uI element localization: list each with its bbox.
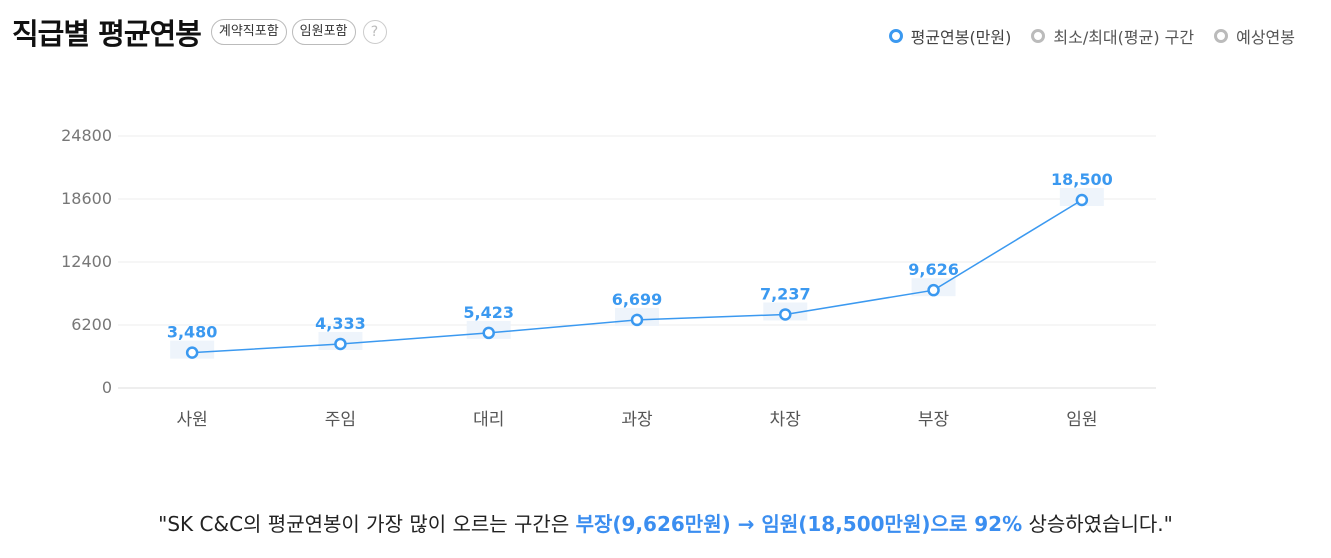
help-icon[interactable]: ? <box>362 20 387 44</box>
x-tick-label: 부장 <box>918 410 950 430</box>
data-label: 9,626 <box>908 260 959 279</box>
data-point <box>1075 193 1089 207</box>
legend-range-label: 최소/최대(평균) 구간 <box>1053 28 1195 47</box>
data-point <box>185 346 199 359</box>
y-tick-label: 6200 <box>71 315 112 334</box>
summary-suffix: 상승하였습니다." <box>1022 512 1173 536</box>
x-tick-label: 차장 <box>770 410 802 430</box>
x-tick-label: 임원 <box>1066 410 1097 430</box>
x-tick-label: 주임 <box>325 410 356 430</box>
y-tick-label: 12400 <box>61 252 112 271</box>
include-contract-toggle[interactable]: 계약직포함 <box>210 19 287 45</box>
legend-item-range[interactable]: 최소/최대(평균) 구간 <box>1031 24 1194 48</box>
data-point <box>334 337 347 351</box>
x-tick-label: 과장 <box>621 410 653 430</box>
legend-item-expected[interactable]: 예상연봉 <box>1214 24 1295 48</box>
summary-highlight: 부장(9,626만원) → 임원(18,500만원)으로 92% <box>575 512 1023 536</box>
data-point <box>927 283 940 297</box>
data-label: 7,237 <box>760 284 811 303</box>
x-tick-label: 대리 <box>473 410 504 430</box>
data-label: 3,480 <box>167 323 218 342</box>
data-label: 4,333 <box>315 314 366 333</box>
data-point <box>630 313 644 327</box>
legend-range-marker-icon <box>1031 29 1046 43</box>
legend-average-label: 평균연봉(만원) <box>910 28 1012 47</box>
y-tick-label: 18600 <box>61 189 112 208</box>
summary-prefix: "SK C&C의 평균연봉이 가장 많이 오르는 구간은 <box>158 512 576 536</box>
legend-expected-label: 예상연봉 <box>1236 28 1295 47</box>
y-tick-label: 24800 <box>61 126 112 145</box>
page-title: 직급별 평균연봉 <box>12 17 202 51</box>
legend-expected-marker-icon <box>1214 29 1229 43</box>
chart-legend: 평균연봉(만원) 최소/최대(평균) 구간 예상연봉 <box>869 24 1295 48</box>
legend-item-average[interactable]: 평균연봉(만원) <box>888 24 1012 48</box>
salary-line-chart: 0 6200 12400 18600 24800 사원 주임 대리 과장 차장 부장 임원 3,480 4… <box>61 126 1156 430</box>
data-label: 5,423 <box>463 303 514 322</box>
data-label: 18,500 <box>1051 170 1113 189</box>
data-label: 6,699 <box>612 290 663 309</box>
y-tick-label: 0 <box>102 378 112 397</box>
chart-header: 직급별 평균연봉 계약직포함 임원포함 ? <box>12 10 387 54</box>
include-executive-toggle[interactable]: 임원포함 <box>291 19 356 45</box>
data-point <box>779 308 792 321</box>
data-point <box>482 326 495 340</box>
summary-sentence: "SK C&C의 평균연봉이 가장 많이 오르는 구간은 부장(9,626만원)… <box>0 508 1331 537</box>
legend-average-marker-icon <box>888 29 903 43</box>
x-tick-label: 사원 <box>177 410 208 430</box>
